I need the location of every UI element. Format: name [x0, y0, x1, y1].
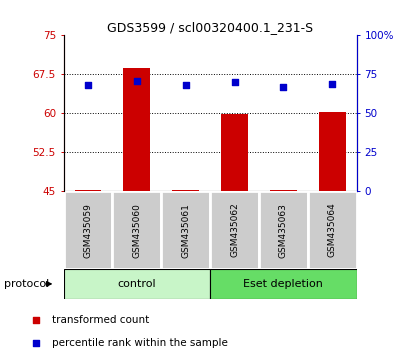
- Bar: [161, 191, 210, 269]
- Text: GSM435061: GSM435061: [181, 202, 190, 258]
- Text: transformed count: transformed count: [52, 315, 149, 325]
- Bar: [209, 269, 356, 299]
- Bar: [74, 190, 101, 191]
- Point: [85, 82, 91, 88]
- Bar: [258, 191, 307, 269]
- Text: GSM435060: GSM435060: [132, 202, 141, 258]
- Title: GDS3599 / scl00320400.1_231-S: GDS3599 / scl00320400.1_231-S: [107, 21, 312, 34]
- Point: [33, 341, 40, 346]
- Point: [231, 79, 237, 85]
- Text: percentile rank within the sample: percentile rank within the sample: [52, 338, 228, 348]
- Bar: [172, 190, 199, 191]
- Bar: [63, 269, 209, 299]
- Text: GSM435059: GSM435059: [83, 202, 92, 258]
- Bar: [112, 191, 161, 269]
- Point: [33, 317, 40, 322]
- Bar: [63, 191, 112, 269]
- Point: [328, 81, 335, 86]
- Text: protocol: protocol: [4, 279, 49, 289]
- Text: GSM435062: GSM435062: [229, 203, 238, 257]
- Text: GSM435063: GSM435063: [278, 202, 287, 258]
- Text: GSM435064: GSM435064: [327, 203, 336, 257]
- Point: [279, 84, 286, 90]
- Bar: [269, 190, 296, 191]
- Bar: [307, 191, 356, 269]
- Bar: [220, 114, 247, 191]
- Text: Eset depletion: Eset depletion: [243, 279, 323, 289]
- Bar: [123, 68, 150, 191]
- Bar: [318, 112, 345, 191]
- Point: [182, 82, 189, 88]
- Bar: [209, 191, 258, 269]
- Text: control: control: [117, 279, 156, 289]
- Point: [133, 78, 140, 84]
